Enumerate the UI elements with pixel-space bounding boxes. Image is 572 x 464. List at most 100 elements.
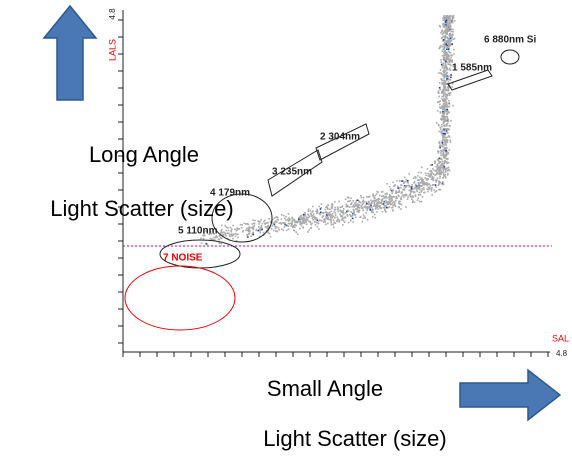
scatter-dot — [443, 48, 445, 50]
scatter-dot — [444, 117, 446, 119]
scatter-dot — [433, 169, 435, 172]
scatter-dot — [293, 229, 295, 232]
scatter-dot — [293, 220, 296, 222]
scatter-dot — [341, 206, 343, 208]
scatter-dot — [418, 179, 420, 181]
scatter-dot — [430, 169, 433, 172]
scatter-dot — [429, 172, 432, 175]
scatter-dot — [443, 35, 446, 38]
scatter-dot — [324, 218, 326, 220]
scatter-dot — [446, 139, 449, 141]
scatter-dot — [305, 223, 308, 225]
scatter-dot — [454, 20, 456, 22]
scatter-dot — [321, 211, 323, 214]
scatter-dot — [375, 204, 377, 207]
scatter-dot — [236, 227, 238, 229]
scatter-dot — [315, 221, 318, 224]
scatter-dot — [439, 145, 441, 147]
scatter-dot — [447, 161, 450, 164]
scatter-dot — [448, 29, 451, 32]
scatter-dot — [445, 60, 447, 63]
scatter-dot — [382, 195, 385, 197]
scatter-dot — [415, 183, 417, 186]
scatter-dot — [269, 235, 272, 238]
scatter-dot — [443, 98, 446, 101]
scatter-dot — [280, 228, 283, 230]
scatter-dot — [398, 201, 400, 204]
scatter-dot — [355, 201, 357, 204]
scatter-dot — [444, 89, 447, 92]
scatter-dot — [376, 211, 378, 213]
scatter-dot — [452, 65, 455, 68]
scatter-dot — [435, 181, 437, 183]
scatter-dot — [377, 200, 380, 202]
scatter-dot — [450, 35, 453, 37]
scatter-dot — [405, 206, 407, 208]
x-title: Small Angle — [267, 376, 383, 401]
scatter-dot — [314, 217, 316, 219]
scatter-dot — [212, 239, 214, 241]
scatter-dot — [384, 206, 386, 209]
scatter-dot — [451, 86, 454, 88]
scatter-dot — [403, 185, 406, 187]
scatter-dot — [446, 153, 449, 155]
scatter-dot — [443, 24, 445, 26]
scatter-dot — [306, 216, 308, 218]
scatter-dot — [232, 237, 234, 240]
scatter-dot — [255, 228, 258, 231]
scatter-dot — [422, 178, 424, 181]
scatter-dot — [253, 225, 255, 227]
scatter-dot — [443, 26, 445, 28]
scatter-dot — [444, 66, 447, 69]
scatter-dot — [344, 198, 347, 201]
scatter-dot — [310, 223, 312, 226]
scatter-dot — [438, 82, 441, 84]
scatter-dot — [442, 95, 445, 98]
scatter-dot — [441, 141, 443, 143]
scatter-dot — [439, 26, 441, 28]
scatter-dot — [441, 54, 444, 57]
y-title: Light Scatter (size) — [50, 196, 233, 221]
scatter-dot — [438, 166, 440, 168]
scatter-dot — [407, 182, 409, 184]
scatter-dot — [446, 98, 448, 100]
scatter-dot — [318, 228, 320, 230]
scatter-dot — [227, 232, 230, 235]
scatter-dot — [320, 203, 323, 205]
scatter-dot — [386, 201, 388, 203]
x-axis-label: SAL — [552, 333, 569, 343]
scatter-dot — [354, 205, 357, 207]
scatter-dot — [448, 94, 451, 96]
scatter-dot — [444, 62, 447, 64]
scatter-dot — [445, 128, 448, 131]
scatter-dot — [337, 210, 339, 213]
scatter-dot — [336, 216, 338, 219]
scatter-dot — [388, 185, 391, 188]
scatter-dot — [430, 188, 433, 191]
scatter-dot — [249, 230, 251, 232]
scatter-dot — [417, 181, 420, 184]
scatter-dot — [445, 103, 447, 105]
scatter-dot — [439, 181, 442, 184]
scatter-dot — [438, 168, 441, 170]
scatter-dot — [363, 215, 366, 218]
scatter-dot — [300, 215, 303, 217]
scatter-dot — [446, 71, 449, 74]
scatter-dot — [360, 196, 363, 199]
scatter-dot — [251, 223, 254, 225]
scatter-dot — [302, 219, 304, 222]
scatter-dot — [444, 32, 447, 34]
scatter-dot — [308, 229, 310, 231]
scatter-dot — [395, 199, 397, 202]
scatter-dot — [215, 235, 218, 237]
scatter-dot — [326, 215, 329, 218]
scatter-dot — [213, 239, 216, 241]
scatter-dot — [310, 212, 312, 215]
scatter-dot — [351, 201, 353, 204]
scatter-dot — [236, 229, 239, 231]
scatter-dot — [373, 213, 376, 216]
scatter-dot — [307, 210, 310, 212]
scatter-dot — [439, 111, 442, 113]
scatter-dot — [443, 112, 446, 114]
scatter-dot — [278, 222, 281, 225]
